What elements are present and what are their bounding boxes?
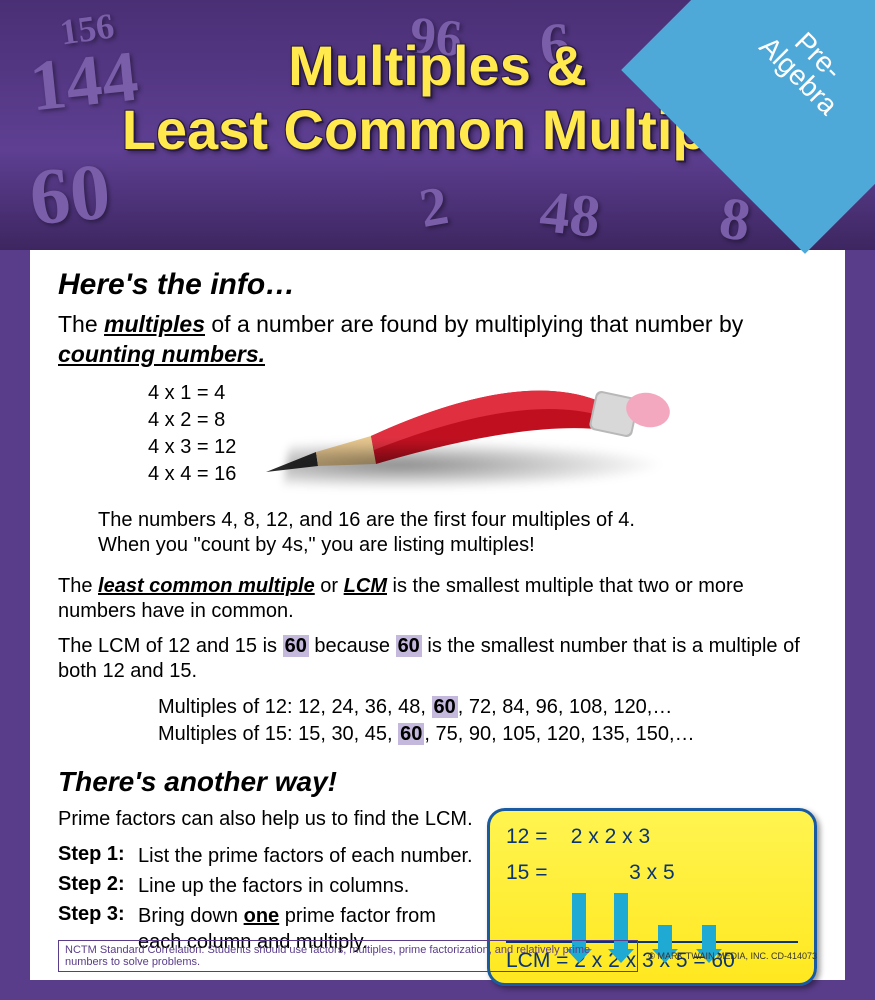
step-2: Step 2:Line up the factors in columns.: [58, 873, 473, 899]
highlight-60a: 60: [283, 635, 309, 657]
step-label: Step 1:: [58, 843, 138, 869]
term-lcm-full: least common multiple: [98, 575, 315, 597]
title-line1: Multiples &: [288, 34, 587, 97]
content-panel: Here's the info… The multiples of a numb…: [30, 250, 845, 980]
multiples-of-15: Multiples of 15: 15, 30, 45, 60, 75, 90,…: [158, 721, 817, 748]
nctm-correlation: NCTM Standard Correlation: Students shou…: [58, 940, 638, 972]
equation-line: 4 x 2 = 8: [148, 407, 236, 434]
bg-number: 2: [415, 173, 453, 240]
intro-text: The multiples of a number are found by m…: [58, 310, 817, 370]
bg-number: 48: [537, 177, 604, 250]
term-counting-numbers: counting numbers.: [58, 341, 265, 367]
step-label: Step 2:: [58, 873, 138, 899]
section2-heading: There's another way!: [58, 766, 817, 798]
term-lcm-abbr: LCM: [344, 575, 387, 597]
step-text: Line up the factors in columns.: [138, 873, 473, 899]
lcm-definition: The least common multiple or LCM is the …: [58, 574, 817, 624]
highlight-60b: 60: [396, 635, 422, 657]
equation-line: 4 x 4 = 16: [148, 461, 236, 488]
step-text: List the prime factors of each number.: [138, 843, 473, 869]
multiples-of-12: Multiples of 12: 12, 24, 36, 48, 60, 72,…: [158, 694, 817, 721]
factor-row-12: 12 = 2 x 2 x 3: [506, 825, 798, 849]
multiples-lists: Multiples of 12: 12, 24, 36, 48, 60, 72,…: [158, 694, 817, 748]
equations-list: 4 x 1 = 44 x 2 = 84 x 3 = 124 x 4 = 16: [148, 380, 236, 488]
step-1: Step 1:List the prime factors of each nu…: [58, 843, 473, 869]
lcm-example: The LCM of 12 and 15 is 60 because 60 is…: [58, 634, 817, 684]
term-multiples: multiples: [104, 311, 205, 337]
corner-banner: Pre- Algebra: [635, 0, 875, 140]
copyright: © MARK TWAIN MEDIA, INC. CD-414073: [648, 951, 817, 961]
arrows-row: [562, 893, 798, 935]
prime-intro: Prime factors can also help us to find t…: [58, 808, 473, 831]
factor-row-15: 15 = 3 x 5: [506, 861, 798, 885]
examples-row: 4 x 1 = 44 x 2 = 84 x 3 = 124 x 4 = 16: [148, 380, 817, 500]
pencil-illustration: [256, 380, 817, 500]
equation-line: 4 x 3 = 12: [148, 434, 236, 461]
equation-line: 4 x 1 = 4: [148, 380, 236, 407]
section1-heading: Here's the info…: [58, 268, 817, 302]
footer: NCTM Standard Correlation: Students shou…: [58, 940, 817, 972]
steps-column: Prime factors can also help us to find t…: [58, 808, 473, 959]
multiples-note: The numbers 4, 8, 12, and 16 are the fir…: [98, 508, 817, 558]
